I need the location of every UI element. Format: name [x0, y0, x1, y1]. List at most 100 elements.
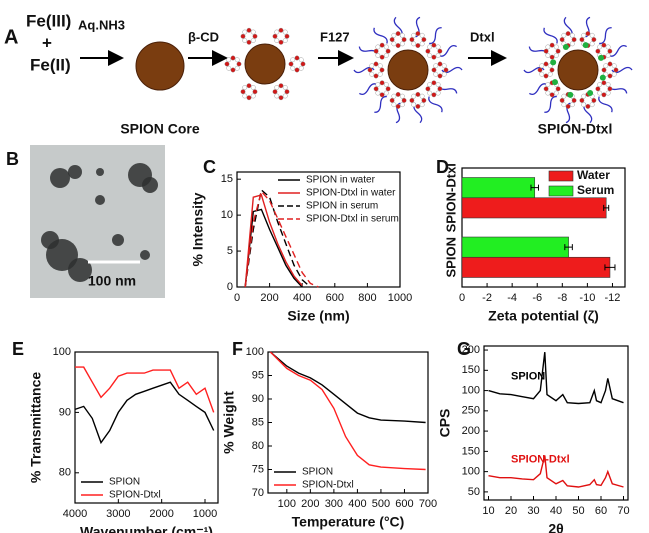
data-line: [488, 455, 624, 488]
x-tick-label: 1000: [193, 508, 217, 520]
bar: [461, 236, 569, 258]
particle-cluster: [68, 165, 82, 179]
cd-bead: [441, 71, 447, 77]
cd-bead: [278, 83, 284, 89]
chart: E 4000 3000 2000 1000 80 90 100 Wavenumber (cm⁻¹…: [12, 339, 219, 533]
cd-bead: [409, 37, 415, 42]
cd-bead: [373, 48, 379, 54]
panel-label: C: [203, 157, 216, 177]
error-bar: [604, 264, 616, 271]
y-axis-title: % Weight: [221, 391, 237, 454]
cd-bead: [379, 80, 385, 86]
y-tick-label: 10: [221, 209, 233, 221]
cd-bead: [391, 93, 397, 99]
cd-bead: [421, 37, 427, 42]
y-tick-label: 250: [462, 405, 480, 417]
cd-bead: [427, 53, 433, 58]
legend-label: SPION-Dtxl in water: [306, 188, 396, 199]
y-tick-label: 50: [468, 486, 480, 498]
core: [244, 43, 286, 85]
x-tick-label: 100: [278, 498, 296, 510]
legend-label: SPION-Dtxl: [109, 490, 161, 501]
cd-bead: [399, 41, 405, 47]
cd-bead: [415, 31, 421, 36]
cd-bead: [395, 43, 401, 48]
chart: G 10 20 30 40 50 60 70 50 100 150 200 250 100 150 200 2θ…: [437, 339, 630, 533]
cd-bead: [561, 93, 567, 99]
cd-bead: [571, 37, 577, 42]
cd-bead: [545, 82, 551, 87]
cd-bead: [383, 53, 389, 58]
x-tick-label: 40: [550, 505, 562, 517]
polymer: [529, 83, 548, 95]
cd-bead: [547, 71, 553, 77]
panel-label: E: [12, 339, 24, 359]
cd-bead: [607, 73, 613, 79]
y-tick-label: 100: [53, 346, 71, 358]
cd-bead: [373, 86, 379, 92]
chart: D 0 -2 -4 -6 -8 -10 -12 Zeta potential (ζ) SPION S…: [436, 157, 626, 324]
step-label: Aq.NH3: [78, 17, 125, 32]
cd-bead: [607, 61, 613, 67]
cd-bead: [278, 39, 284, 45]
legend-label: SPION: [302, 467, 333, 478]
y-tick-label: 95: [252, 369, 264, 381]
data-line: [75, 366, 215, 413]
cd-bead: [545, 53, 551, 58]
y-tick-label: 80: [252, 440, 264, 452]
legend-label: SPION-Dtxl in serum: [306, 214, 399, 225]
cd-bead: [561, 102, 567, 108]
polymer: [543, 27, 558, 44]
cd-bead: [250, 38, 256, 43]
cd-bead: [246, 39, 252, 45]
drug: [597, 54, 604, 61]
cd-bead: [419, 93, 425, 99]
cd-bead: [431, 92, 437, 98]
cd-bead: [300, 61, 306, 67]
cd-bead: [603, 63, 609, 69]
x-axis-title: 2θ: [548, 521, 563, 533]
cd-bead: [383, 44, 389, 50]
cd-bead: [294, 67, 300, 73]
cd-bead: [377, 71, 383, 77]
x-tick-label: -12: [605, 292, 621, 304]
cd-bead: [411, 41, 417, 47]
cd-bead: [383, 90, 389, 96]
cd-bead: [391, 32, 397, 38]
cd-bead: [559, 37, 565, 42]
cd-bead: [441, 63, 447, 69]
cd-bead: [565, 31, 571, 36]
cd-bead: [274, 38, 280, 43]
cd-bead: [543, 48, 549, 54]
x-tick-label: -8: [557, 292, 567, 304]
cd-bead: [411, 32, 417, 38]
cd-bead: [242, 38, 248, 43]
polymer: [608, 45, 627, 57]
core: [135, 41, 185, 91]
data-line: [488, 352, 624, 405]
y-axis-title: % Transmittance: [28, 372, 44, 483]
cd-bead: [282, 93, 288, 99]
step-label: β-CD: [188, 29, 219, 44]
cd-bead: [246, 27, 252, 33]
cd-bead: [419, 41, 425, 47]
drug: [550, 59, 557, 66]
cd-bead: [252, 33, 258, 39]
y-tick-label: 100: [246, 346, 264, 358]
cd-bead: [272, 33, 278, 39]
error-bar: [603, 204, 610, 211]
x-tick-label: 400: [348, 498, 366, 510]
error-bar: [530, 184, 539, 191]
x-tick-label: 1000: [388, 292, 412, 304]
cd-bead: [224, 61, 230, 67]
cd-bead: [419, 102, 425, 108]
cd-bead: [443, 67, 449, 73]
cd-bead: [435, 44, 441, 50]
legend-label: SPION-Dtxl: [302, 480, 354, 491]
series-label: SPION-Dtxl: [511, 454, 570, 466]
x-tick-label: 0: [459, 292, 465, 304]
cd-bead: [375, 90, 381, 96]
x-tick-label: -10: [579, 292, 595, 304]
cd-bead: [369, 71, 375, 77]
particle-cluster: [140, 250, 150, 260]
